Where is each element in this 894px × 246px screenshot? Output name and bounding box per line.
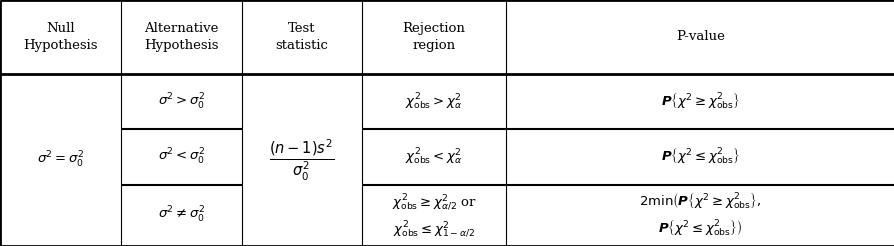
Text: $2\min\left(\boldsymbol{P}\left\{\chi^2 \geq \chi^2_{\mathrm{obs}}\right\},\righ: $2\min\left(\boldsymbol{P}\left\{\chi^2 … [638,192,761,212]
Text: $\chi^2_{\mathrm{obs}} > \chi^2_{\alpha}$: $\chi^2_{\mathrm{obs}} > \chi^2_{\alpha}… [405,91,462,112]
Text: $\left.\boldsymbol{P}\left\{\chi^2 \leq \chi^2_{\mathrm{obs}}\right\}\right)$: $\left.\boldsymbol{P}\left\{\chi^2 \leq … [657,219,742,239]
Text: Null
Hypothesis: Null Hypothesis [23,22,97,52]
Text: Test
statistic: Test statistic [275,22,328,52]
Text: $\sigma^2 < \sigma_0^2$: $\sigma^2 < \sigma_0^2$ [157,147,205,167]
Text: $\chi^2_{\mathrm{obs}} < \chi^2_{\alpha}$: $\chi^2_{\mathrm{obs}} < \chi^2_{\alpha}… [405,147,462,167]
Text: $\chi^2_{\mathrm{obs}} \geq \chi^2_{\alpha/2}$ or: $\chi^2_{\mathrm{obs}} \geq \chi^2_{\alp… [392,192,476,212]
Text: P-value: P-value [675,31,724,43]
Text: $\dfrac{(n-1)s^2}{\sigma_0^2}$: $\dfrac{(n-1)s^2}{\sigma_0^2}$ [269,137,334,183]
Text: Alternative
Hypothesis: Alternative Hypothesis [144,22,218,52]
Text: $\sigma^2 \neq \sigma_0^2$: $\sigma^2 \neq \sigma_0^2$ [157,205,205,225]
Text: $\boldsymbol{P}\left\{\chi^2 \leq \chi^2_{\mathrm{obs}}\right\}$: $\boldsymbol{P}\left\{\chi^2 \leq \chi^2… [660,147,739,167]
Text: $\sigma^2 = \sigma_0^2$: $\sigma^2 = \sigma_0^2$ [37,150,84,170]
Text: $\chi^2_{\mathrm{obs}} \leq \chi^2_{1-\alpha/2}$: $\chi^2_{\mathrm{obs}} \leq \chi^2_{1-\a… [392,219,475,239]
Text: Rejection
region: Rejection region [402,22,465,52]
Text: $\sigma^2 > \sigma_0^2$: $\sigma^2 > \sigma_0^2$ [157,92,205,111]
Text: $\boldsymbol{P}\left\{\chi^2 \geq \chi^2_{\mathrm{obs}}\right\}$: $\boldsymbol{P}\left\{\chi^2 \geq \chi^2… [660,91,739,112]
